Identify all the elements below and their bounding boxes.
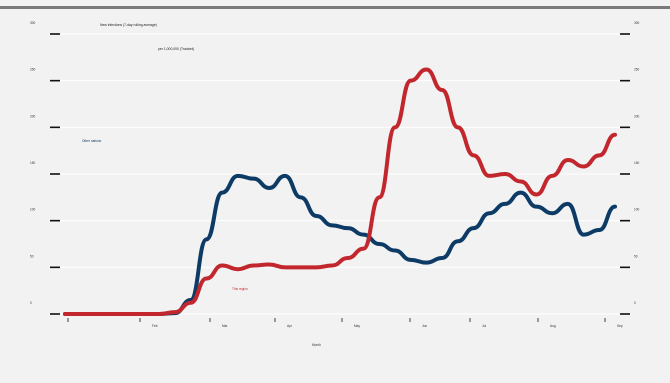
x-tick-label: May: [354, 324, 360, 328]
y-right-tick-label: 0: [634, 301, 636, 305]
series: [65, 69, 615, 314]
y-left-tick-label: 300: [30, 21, 36, 25]
series-line-0: [65, 176, 615, 314]
y-left-tick-label: 100: [30, 208, 36, 212]
gridlines: [58, 34, 622, 314]
top-rule: [0, 6, 670, 9]
x-tick-label: Sep: [617, 324, 623, 328]
axes: [50, 34, 630, 322]
legend-label-1: This region: [232, 287, 248, 291]
x-axis-title: Month: [312, 343, 321, 347]
y-left-tick-label: 200: [30, 114, 36, 118]
x-tick-label: Mar: [222, 324, 228, 328]
chart-subtitle: per 1,000,000 (Tracked): [158, 47, 194, 51]
chart-title: New infections (7-day rolling average): [100, 23, 157, 27]
y-right-tick-label: 300: [634, 21, 640, 25]
y-right-tick-label: 100: [634, 208, 640, 212]
series-line-1: [65, 69, 615, 314]
labels: New infections (7-day rolling average) p…: [30, 21, 640, 347]
y-right-tick-label: 250: [634, 68, 640, 72]
x-tick-label: Aug: [550, 324, 556, 328]
y-right-tick-label: 200: [634, 114, 640, 118]
y-left-tick-label: 250: [30, 68, 36, 72]
x-tick-label: Feb: [152, 324, 158, 328]
y-right-tick-label: 50: [634, 254, 638, 258]
y-left-tick-label: 0: [30, 301, 32, 305]
y-left-tick-label: 150: [30, 161, 36, 165]
x-tick-label: Jun: [422, 324, 427, 328]
x-tick-label: Apr: [287, 324, 293, 328]
x-tick-label: Jul: [482, 324, 486, 328]
y-left-tick-label: 50: [30, 254, 34, 258]
y-right-tick-label: 150: [634, 161, 640, 165]
legend-label-0: Other nations: [82, 139, 102, 143]
